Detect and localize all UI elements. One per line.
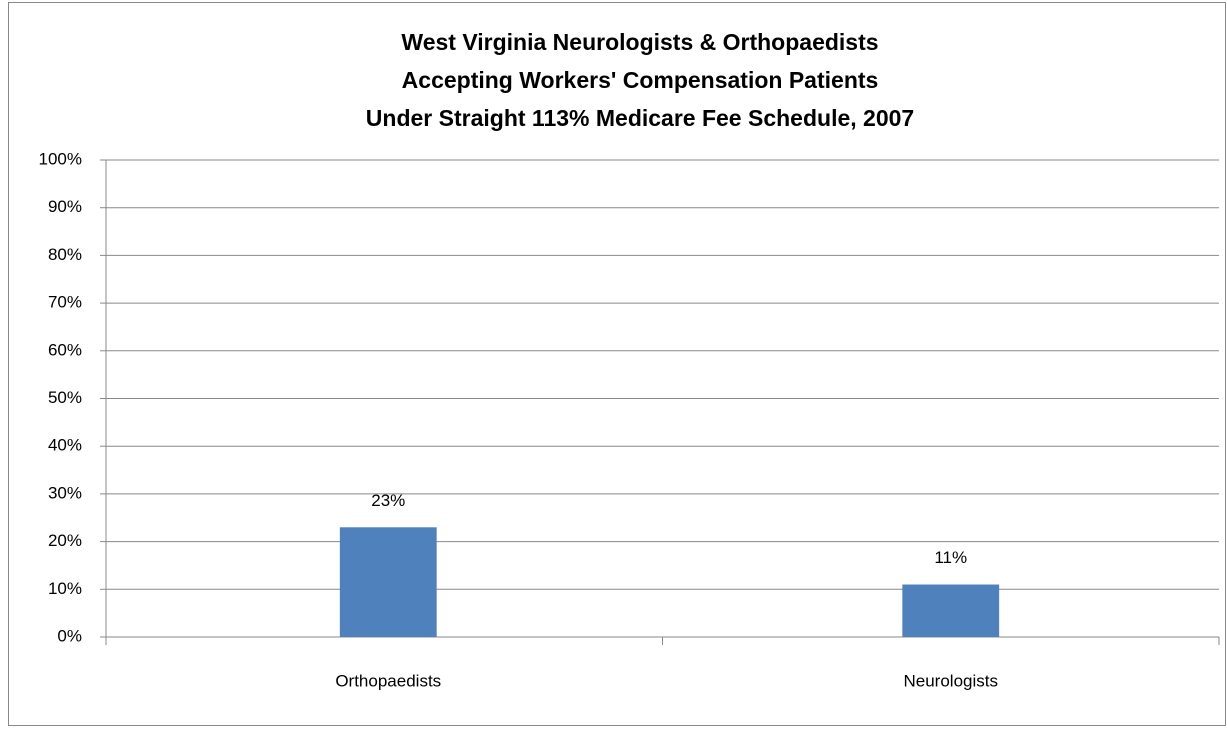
- y-tick-label: 50%: [48, 388, 82, 407]
- y-tick-label: 90%: [48, 197, 82, 216]
- y-tick-label: 60%: [48, 340, 82, 359]
- y-tick-label: 100%: [39, 149, 82, 168]
- y-tick-label: 30%: [48, 483, 82, 502]
- y-tick-label: 10%: [48, 579, 82, 598]
- y-tick-label: 70%: [48, 293, 82, 312]
- bar: [902, 584, 1000, 637]
- y-tick-label: 20%: [48, 531, 82, 550]
- data-label: 11%: [934, 548, 967, 567]
- y-tick-label: 0%: [57, 626, 82, 645]
- chart-title: Under Straight 113% Medicare Fee Schedul…: [366, 105, 914, 131]
- chart-title: West Virginia Neurologists & Orthopaedis…: [401, 29, 878, 55]
- y-tick-label: 80%: [48, 245, 82, 264]
- y-tick-label: 40%: [48, 436, 82, 455]
- chart-border: [8, 2, 1226, 726]
- data-label: 23%: [371, 491, 405, 510]
- chart-title: Accepting Workers' Compensation Patients: [402, 67, 879, 93]
- x-tick-label: Neurologists: [904, 671, 999, 690]
- bar: [339, 527, 437, 637]
- x-tick-label: Orthopaedists: [335, 671, 441, 690]
